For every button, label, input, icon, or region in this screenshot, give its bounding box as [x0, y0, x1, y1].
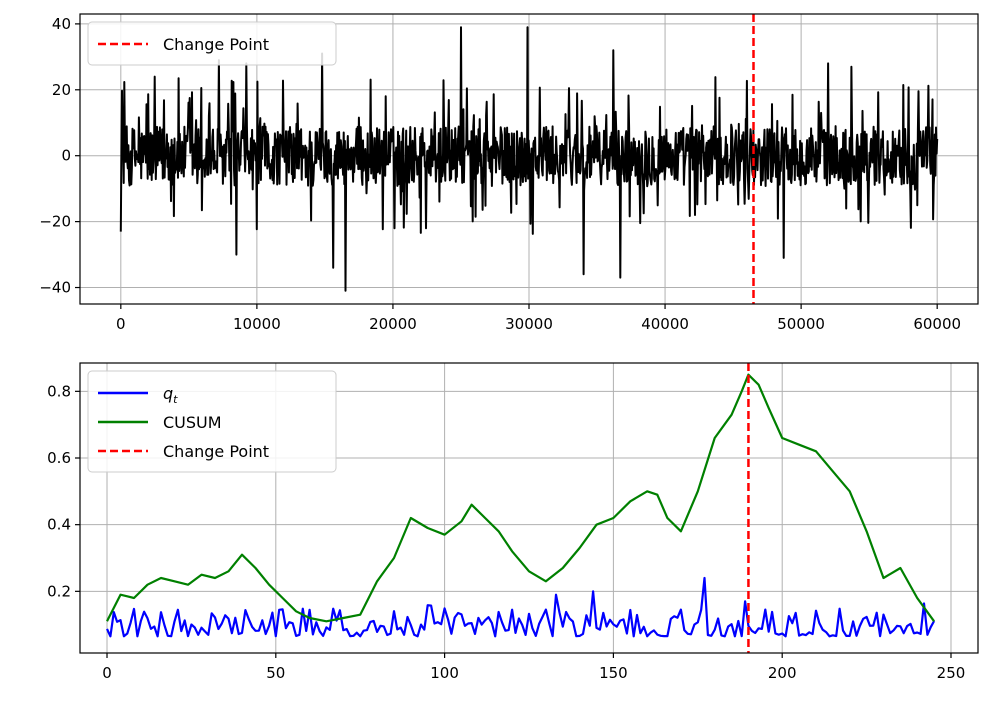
signal-chart: 0 10000 20000 30000 40000 50000 60000 −40 −20 0 20…: [39, 13, 979, 333]
x-tick-label: 10000: [233, 315, 281, 333]
legend-box: [87, 21, 337, 66]
x-tick-label: 150: [599, 664, 628, 682]
cusum-line: [106, 373, 935, 623]
legend-label: Change Point: [163, 442, 269, 461]
y-tick-label: 20: [52, 81, 71, 99]
legend-label: Change Point: [163, 35, 269, 54]
qt-line: [106, 576, 936, 638]
y-tick-label: −40: [39, 279, 71, 297]
y-tick-label: 0: [61, 147, 71, 165]
plot-area: [119, 14, 939, 304]
plot-area: [106, 363, 936, 653]
legend-label: CUSUM: [163, 413, 222, 432]
x-tick-label: 60000: [913, 315, 961, 333]
y-tick-label: 40: [52, 15, 71, 33]
x-tick-label: 20000: [369, 315, 417, 333]
y-tick-label: 0.6: [47, 449, 71, 467]
y-tick-label: 0.4: [47, 516, 71, 534]
legend-label: qt: [163, 384, 178, 406]
x-tick-label: 30000: [505, 315, 553, 333]
x-tick-label: 0: [116, 315, 126, 333]
cusum-chart: 0 50 100 150 200 250 0.2 0.4 0.6 0.8 qt CUSUM Change…: [47, 362, 979, 682]
x-tick-label: 100: [430, 664, 459, 682]
x-tick-label: 200: [768, 664, 797, 682]
signal-line: [119, 26, 939, 292]
legend-box: [87, 370, 337, 473]
legend: qt CUSUM Change Point: [87, 370, 337, 473]
axes-frame: [79, 362, 979, 654]
x-tick-label: 250: [937, 664, 966, 682]
y-tick-label: 0.2: [47, 582, 71, 600]
x-tick-label: 0: [102, 664, 112, 682]
x-tick-label: 50: [266, 664, 285, 682]
legend: Change Point: [87, 21, 337, 66]
y-tick-label: 0.8: [47, 382, 71, 400]
x-tick-label: 40000: [641, 315, 689, 333]
x-tick-label: 50000: [777, 315, 825, 333]
y-tick-label: −20: [39, 213, 71, 231]
